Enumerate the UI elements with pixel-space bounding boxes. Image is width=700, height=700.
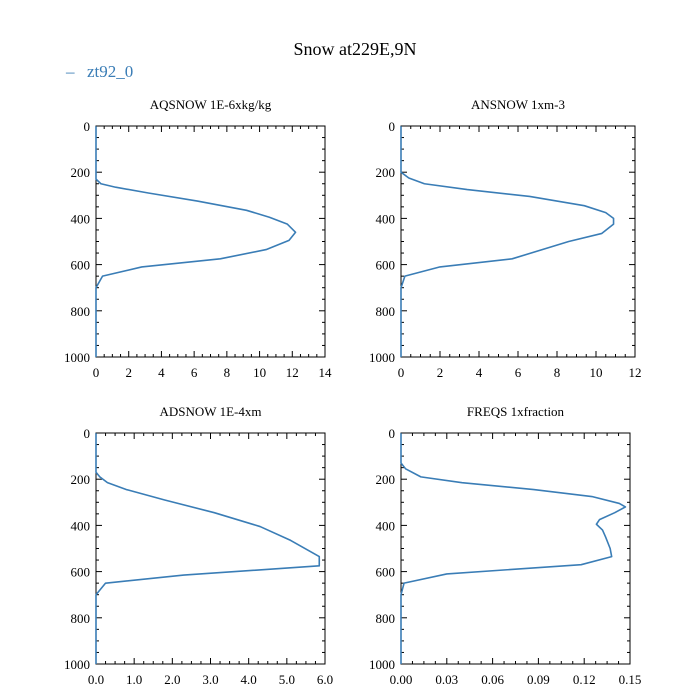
legend-label: zt92_0: [87, 62, 133, 81]
x-tick-label: 0.0: [88, 672, 104, 687]
x-tick-label: 14: [319, 365, 333, 380]
plot-frame: [400, 432, 631, 665]
y-tick-label: 1000: [64, 350, 90, 365]
x-tick-label: 10: [590, 365, 603, 380]
series-line: [95, 126, 297, 357]
subplot-title: ANSNOW 1xm-3: [471, 97, 565, 112]
y-tick-label: 0: [389, 119, 396, 134]
x-tick-label: 0: [398, 365, 405, 380]
x-tick-label: 1.0: [126, 672, 142, 687]
x-tick-label: 8: [224, 365, 231, 380]
x-tick-label: 6: [191, 365, 198, 380]
x-tick-label: 8: [554, 365, 561, 380]
y-tick-label: 1000: [369, 657, 395, 672]
legend: – zt92_0: [65, 62, 133, 81]
subplot-2: ANSNOW 1xm-3 0 2 4 6 8 10 12 0 200 400 600 800 1000: [369, 97, 642, 380]
x-tick-label: 6: [515, 365, 522, 380]
x-tick-label: 0.06: [481, 672, 504, 687]
x-tick-label: 3.0: [202, 672, 218, 687]
legend-marker: –: [65, 62, 75, 81]
series-line: [400, 433, 627, 664]
x-tick-label: 2: [125, 365, 132, 380]
y-tick-label: 200: [376, 165, 396, 180]
x-tick-label: 0.03: [435, 672, 458, 687]
plot-frame: [95, 125, 326, 358]
y-tick-label: 0: [84, 119, 91, 134]
subplot-3: ADSNOW 1E-4xm 0.0 1.0 2.0 3.0 4.0 5.0 6.0 0 200 40…: [64, 404, 333, 687]
y-tick-label: 200: [376, 472, 396, 487]
x-tick-label: 5.0: [279, 672, 295, 687]
y-tick-label: 800: [71, 304, 91, 319]
x-tick-label: 0.00: [390, 672, 413, 687]
subplot-title: ADSNOW 1E-4xm: [160, 404, 262, 419]
x-tick-label: 0.12: [573, 672, 596, 687]
y-tick-label: 0: [389, 426, 396, 441]
y-tick-label: 400: [376, 518, 396, 533]
y-tick-label: 400: [71, 211, 91, 226]
x-tick-label: 12: [286, 365, 299, 380]
x-tick-label: 4: [158, 365, 165, 380]
y-tick-label: 800: [376, 611, 396, 626]
figure-title: Snow at229E,9N: [294, 39, 417, 59]
y-tick-label: 400: [376, 211, 396, 226]
y-tick-label: 400: [71, 518, 91, 533]
y-tick-label: 0: [84, 426, 91, 441]
plot-frame: [95, 432, 326, 665]
y-tick-label: 600: [71, 258, 91, 273]
x-tick-label: 0: [93, 365, 100, 380]
x-tick-label: 4: [476, 365, 483, 380]
y-tick-label: 600: [376, 258, 396, 273]
x-tick-label: 0.09: [527, 672, 550, 687]
x-tick-label: 4.0: [241, 672, 257, 687]
subplots: AQSNOW 1E-6xkg/kg0 2 4 6 8 10 12 14020040060080…: [64, 97, 642, 687]
x-tick-label: 2.0: [164, 672, 180, 687]
x-tick-label: 0.15: [619, 672, 642, 687]
y-tick-label: 200: [71, 165, 91, 180]
x-tick-label: 2: [437, 365, 444, 380]
y-tick-label: 600: [376, 565, 396, 580]
series-line: [95, 433, 321, 664]
x-tick-label: 10: [253, 365, 266, 380]
y-tick-label: 800: [71, 611, 91, 626]
x-tick-label: 6.0: [317, 672, 333, 687]
y-tick-label: 600: [71, 565, 91, 580]
subplot-title: AQSNOW 1E-6xkg/kg: [150, 97, 272, 112]
y-tick-label: 800: [376, 304, 396, 319]
x-tick-label: 12: [629, 365, 642, 380]
y-tick-label: 1000: [64, 657, 90, 672]
subplot-4: FREQS 1xfraction 0.00 0.03 0.06 0.09 0.12 0.15…: [369, 404, 641, 687]
y-tick-label: 1000: [369, 350, 395, 365]
series-line: [400, 126, 615, 357]
subplot-title: FREQS 1xfraction: [467, 404, 565, 419]
y-tick-label: 200: [71, 472, 91, 487]
subplot-1: AQSNOW 1E-6xkg/kg 0 2 4 6 8 10 12 14 0 200 400 600 80…: [64, 97, 332, 380]
plot-frame: [400, 125, 636, 358]
